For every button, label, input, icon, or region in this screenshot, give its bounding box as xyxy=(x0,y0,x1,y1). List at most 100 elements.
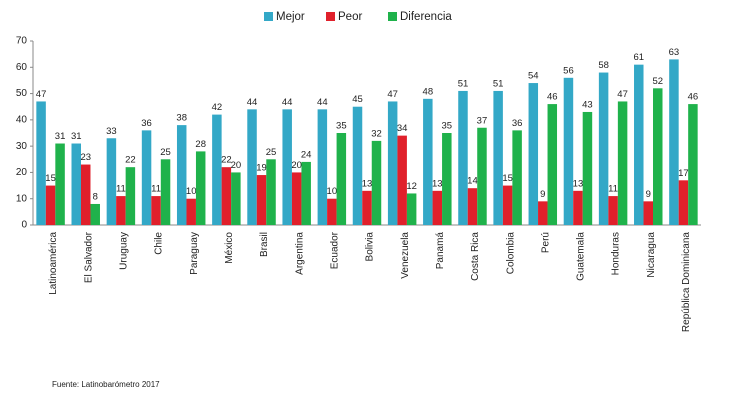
data-label: 22 xyxy=(125,155,136,166)
data-label: 37 xyxy=(477,115,488,126)
legend-label: Peor xyxy=(338,11,362,23)
bar xyxy=(502,185,513,225)
legend-swatch xyxy=(326,12,335,21)
bar xyxy=(336,133,347,225)
data-label: 58 xyxy=(598,60,609,71)
data-label: 10 xyxy=(186,186,197,197)
bar xyxy=(352,106,363,225)
bar xyxy=(247,109,257,225)
x-tick-label: Ecuador xyxy=(329,231,340,269)
data-label: 15 xyxy=(45,173,56,184)
bar xyxy=(186,198,196,225)
bar xyxy=(678,180,689,225)
bar xyxy=(90,203,100,225)
data-label: 24 xyxy=(301,149,312,160)
data-label: 47 xyxy=(387,89,398,100)
data-label: 54 xyxy=(528,71,539,82)
data-label: 23 xyxy=(80,152,91,163)
x-tick-label: México xyxy=(224,232,235,264)
bar xyxy=(688,104,698,225)
x-tick-label: Colombia xyxy=(505,232,516,275)
data-label: 11 xyxy=(151,184,161,195)
data-label: 48 xyxy=(423,86,434,97)
data-label: 45 xyxy=(352,94,363,105)
x-tick-label: Honduras xyxy=(611,232,622,275)
x-tick-label: Bolivia xyxy=(365,232,376,262)
data-label: 32 xyxy=(371,128,382,139)
x-tick-label: Guatemala xyxy=(576,232,587,281)
x-tick-label: República Dominicana xyxy=(681,232,692,332)
bar xyxy=(106,138,117,225)
data-label: 20 xyxy=(291,160,302,171)
bar xyxy=(36,101,46,225)
data-label: 15 xyxy=(502,173,513,184)
bar xyxy=(371,140,382,225)
bar xyxy=(256,175,267,225)
x-tick-label: Costa Rica xyxy=(470,232,481,281)
bar xyxy=(231,172,241,225)
data-label: 22 xyxy=(221,155,232,166)
data-label: 33 xyxy=(106,126,117,137)
x-tick-label: Chile xyxy=(154,232,165,255)
x-tick-label: El Salvador xyxy=(83,231,94,283)
bar xyxy=(266,159,276,225)
x-tick-label: Paraguay xyxy=(189,232,200,275)
data-label: 47 xyxy=(617,89,628,100)
bar xyxy=(55,143,65,225)
bar xyxy=(528,83,539,225)
data-label: 8 xyxy=(93,191,98,202)
data-label: 52 xyxy=(652,76,663,87)
data-label: 44 xyxy=(282,97,293,108)
bar xyxy=(151,196,161,225)
x-tick-label: Uruguay xyxy=(119,232,130,270)
bar xyxy=(80,164,91,225)
data-label: 13 xyxy=(573,178,584,189)
data-label: 61 xyxy=(633,52,644,63)
data-label: 28 xyxy=(195,139,206,150)
bar xyxy=(212,114,222,225)
y-tick-label: 70 xyxy=(16,36,28,47)
x-tick-label: Latinoamérica xyxy=(48,232,59,295)
bar xyxy=(317,109,328,225)
data-label: 36 xyxy=(512,118,523,129)
x-tick-label: Brasil xyxy=(259,232,270,257)
data-label: 56 xyxy=(563,65,574,76)
bar xyxy=(45,185,56,225)
bar xyxy=(467,188,478,225)
bar xyxy=(195,151,206,225)
bar xyxy=(125,167,136,225)
bar xyxy=(141,130,152,225)
data-label: 11 xyxy=(116,184,126,195)
data-label: 31 xyxy=(55,131,66,142)
source-note: Fuente: Latinobarómetro 2017 xyxy=(52,380,160,389)
data-label: 36 xyxy=(141,118,152,129)
data-label: 51 xyxy=(493,78,504,89)
bar xyxy=(116,196,126,225)
y-tick-label: 50 xyxy=(16,88,28,99)
legend-label: Mejor xyxy=(276,11,305,23)
bar xyxy=(458,90,468,225)
data-label: 14 xyxy=(467,176,478,187)
data-label: 34 xyxy=(397,123,408,134)
bar xyxy=(653,88,663,225)
data-label: 47 xyxy=(36,89,47,100)
bar xyxy=(573,190,583,225)
data-label: 25 xyxy=(160,147,171,158)
bar xyxy=(406,193,417,225)
legend-swatch xyxy=(264,12,273,21)
bar xyxy=(221,167,232,225)
legend-swatch xyxy=(388,12,397,21)
legend-label: Diferencia xyxy=(400,11,452,23)
data-label: 46 xyxy=(547,92,558,103)
data-label: 31 xyxy=(71,131,82,142)
data-label: 63 xyxy=(669,47,680,58)
data-label: 35 xyxy=(336,121,347,132)
data-label: 20 xyxy=(231,160,242,171)
data-label: 11 xyxy=(608,184,618,195)
data-label: 42 xyxy=(212,102,223,113)
data-label: 9 xyxy=(646,189,651,200)
bar xyxy=(598,72,609,226)
y-tick-label: 60 xyxy=(16,62,28,73)
bar xyxy=(387,101,398,225)
